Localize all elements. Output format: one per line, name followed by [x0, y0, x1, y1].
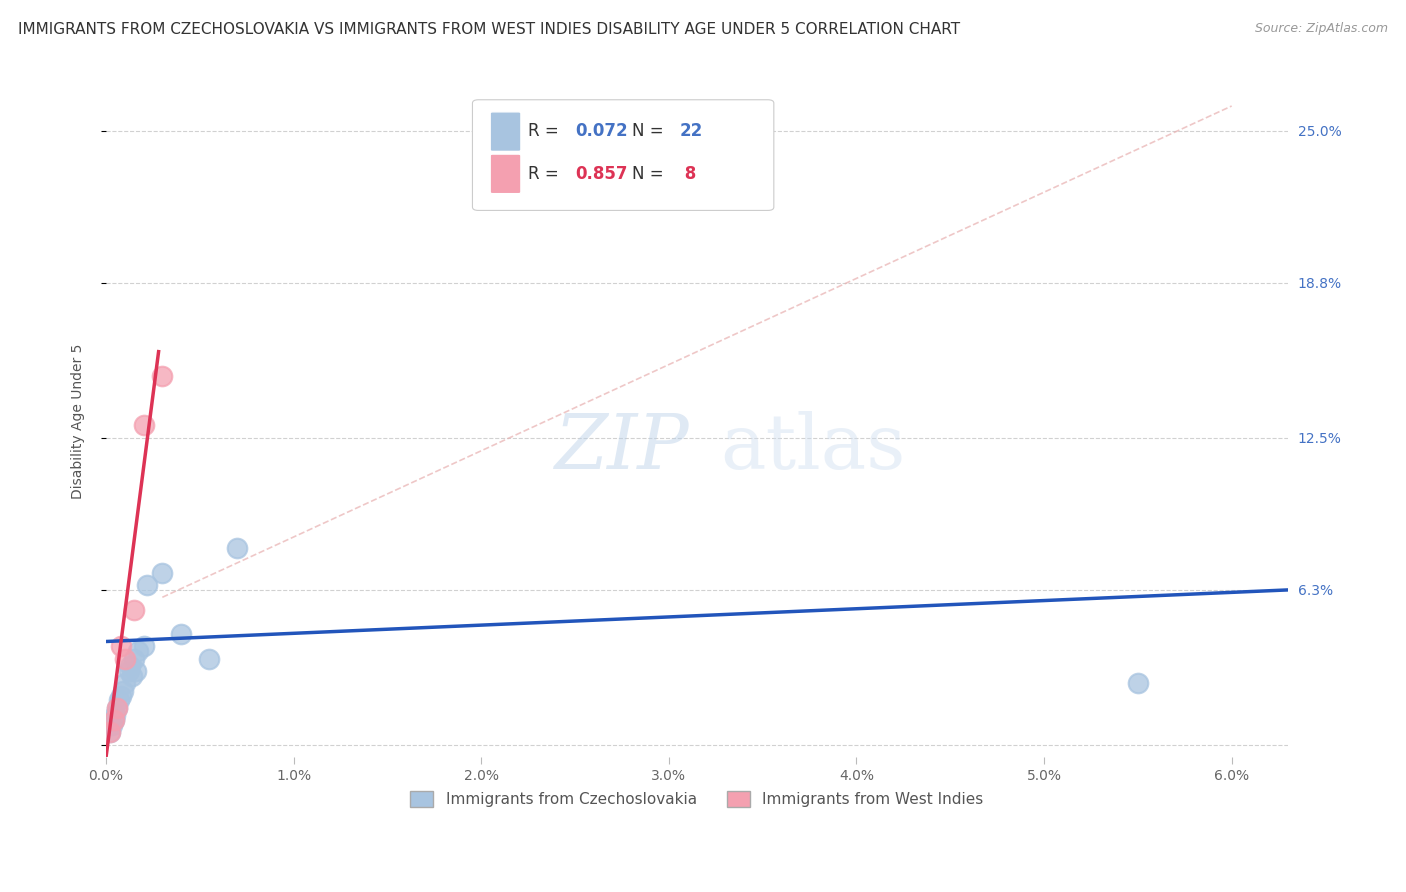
Point: [122, 651, 145, 665]
Text: 22: 22: [679, 121, 703, 140]
Text: atlas: atlas: [721, 411, 905, 485]
Text: N =: N =: [633, 164, 669, 183]
Point: [150, 369, 173, 384]
Text: Source: ZipAtlas.com: Source: ZipAtlas.com: [1254, 22, 1388, 36]
Point: [132, 640, 155, 654]
Point: [117, 664, 139, 678]
Point: [103, 713, 125, 727]
Point: [114, 651, 136, 665]
Text: ZIP: ZIP: [555, 411, 690, 485]
Point: [111, 683, 134, 698]
Point: [121, 669, 143, 683]
Text: 0.072: 0.072: [575, 121, 628, 140]
Point: [170, 627, 193, 641]
Point: [105, 701, 128, 715]
Point: [120, 659, 142, 673]
Point: [110, 640, 132, 654]
Point: [110, 689, 132, 703]
Text: R =: R =: [529, 121, 564, 140]
Point: [198, 651, 221, 665]
Point: [105, 701, 128, 715]
Point: [132, 418, 155, 433]
FancyBboxPatch shape: [491, 154, 520, 194]
Text: 0.857: 0.857: [575, 164, 627, 183]
Point: [104, 708, 127, 723]
Text: 8: 8: [679, 164, 696, 183]
Text: R =: R =: [529, 164, 564, 183]
Point: [100, 718, 122, 732]
Legend: Immigrants from Czechoslovakia, Immigrants from West Indies: Immigrants from Czechoslovakia, Immigran…: [405, 785, 990, 813]
Point: [98, 725, 121, 739]
Point: [98, 725, 121, 739]
Point: [125, 664, 148, 678]
FancyBboxPatch shape: [491, 112, 520, 152]
Y-axis label: Disability Age Under 5: Disability Age Under 5: [72, 344, 86, 500]
Point: [127, 644, 149, 658]
Point: [136, 578, 159, 592]
Point: [150, 566, 173, 580]
Text: N =: N =: [633, 121, 669, 140]
Point: [103, 713, 125, 727]
Text: IMMIGRANTS FROM CZECHOSLOVAKIA VS IMMIGRANTS FROM WEST INDIES DISABILITY AGE UND: IMMIGRANTS FROM CZECHOSLOVAKIA VS IMMIGR…: [18, 22, 960, 37]
Point: [114, 676, 136, 690]
Point: [226, 541, 249, 556]
Point: [108, 693, 131, 707]
FancyBboxPatch shape: [472, 100, 773, 211]
Point: [122, 602, 145, 616]
Point: [1126, 676, 1149, 690]
